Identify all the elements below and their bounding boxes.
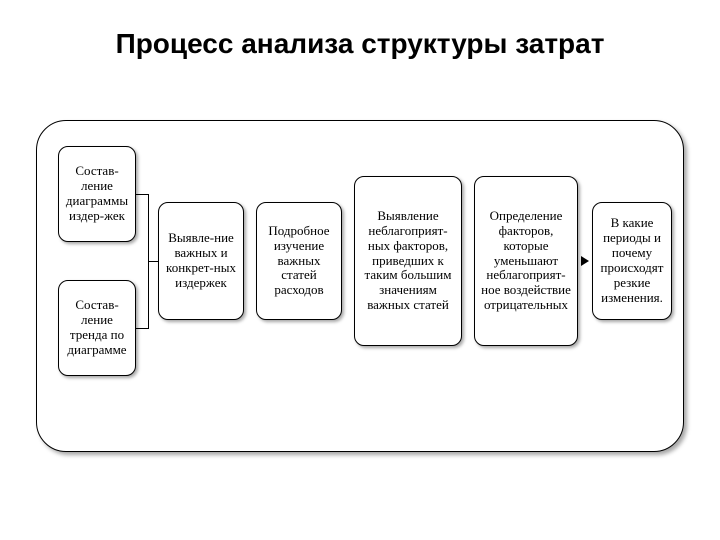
- page-title: Процесс анализа структуры затрат: [0, 28, 720, 60]
- node-trend-compose: Состав-ление тренда по диаграмме: [58, 280, 136, 376]
- arrow-icon: [581, 256, 589, 266]
- node-periods-why: В какие периоды и почему происходят резк…: [592, 202, 672, 320]
- node-diagram-compose: Состав-ление диаграммы издер-жек: [58, 146, 136, 242]
- conn-h-bottom: [136, 328, 148, 329]
- node-identify-costs: Выявле-ние важных и конкрет-ных издержек: [158, 202, 244, 320]
- conn-h-top: [136, 194, 148, 195]
- node-detailed-study: Подробное изучение важных статей расходо…: [256, 202, 342, 320]
- node-adverse-factors: Выявление неблагоприят-ных факторов, при…: [354, 176, 462, 346]
- conn-h-mid: [148, 261, 158, 262]
- node-mitigating-factors: Определение факторов, которые уменьшают …: [474, 176, 578, 346]
